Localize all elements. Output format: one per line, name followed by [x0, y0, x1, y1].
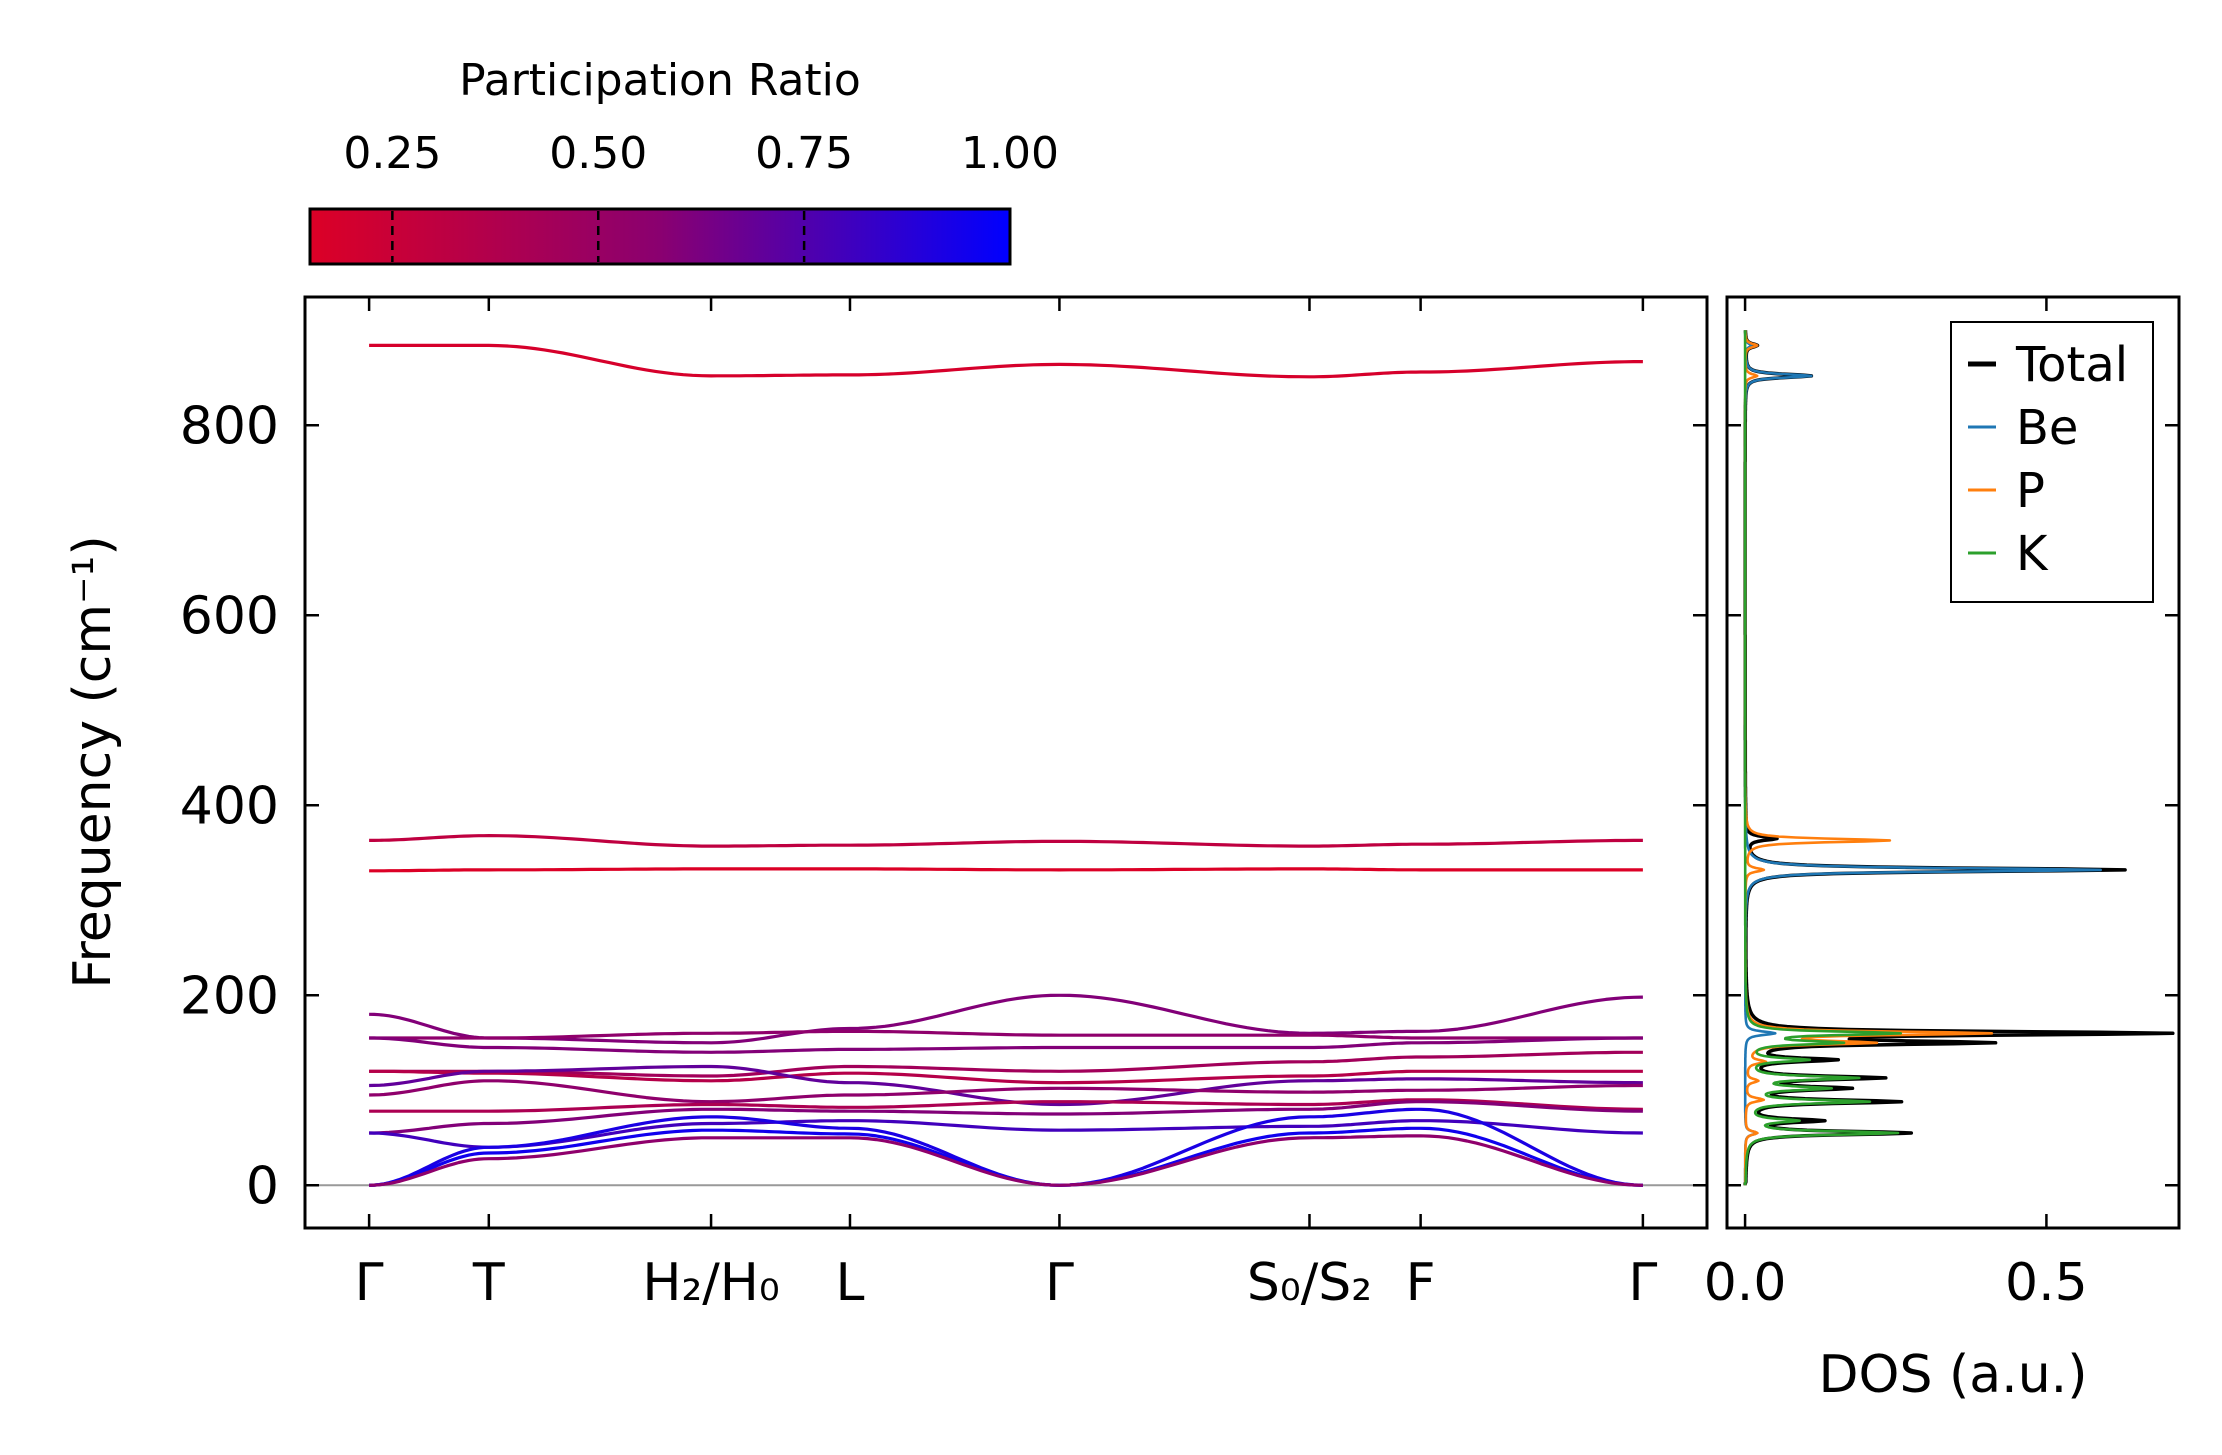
phonon-band-band-11: [369, 1036, 1643, 1054]
legend-label-total: Total: [2015, 337, 2128, 393]
colorbar-gradient: [308, 207, 1012, 266]
phonon-band-band-14: [369, 867, 1643, 873]
legend-frame: [1950, 321, 2154, 603]
colorbar: Participation Ratio 0.25 0.50 0.75 1.00: [308, 55, 1059, 266]
colorbar-tick-label: 0.25: [343, 128, 441, 179]
phonon-band-band-09: [369, 1069, 1643, 1085]
band-structure-panel: 0 200 400 600 800 Γ T H₂/H₀ L Γ S₀/S₂ F Γ Frequency …: [63, 295, 1709, 1313]
legend-label-be: Be: [2016, 400, 2078, 456]
x-tick-label: Γ: [1045, 1253, 1074, 1313]
phonon-band-band-07: [369, 1079, 1643, 1104]
x-tick-label: Γ: [1628, 1253, 1657, 1313]
y-tick-label: 800: [180, 396, 279, 456]
y-tick-label: 200: [180, 966, 279, 1026]
x-tick-label: Γ: [355, 1253, 384, 1313]
colorbar-title: Participation Ratio: [459, 55, 861, 106]
phonon-band-band-12: [369, 1029, 1643, 1040]
legend-label-k: K: [2016, 526, 2049, 582]
phonon-band-band-08: [369, 1064, 1643, 1107]
phonon-band-band-02: [369, 1126, 1643, 1187]
legend-label-p: P: [2016, 463, 2045, 519]
band-axes-frame: [303, 295, 1709, 1230]
dos-axes-frame: [1725, 295, 2181, 1230]
dos-x-tick-label: 0.0: [1704, 1253, 1787, 1313]
phonon-band-band-01: [369, 1134, 1643, 1187]
phonon-band-band-15: [369, 834, 1643, 848]
colorbar-tick-label: 1.00: [961, 128, 1059, 179]
x-tick-label: F: [1406, 1253, 1436, 1313]
y-tick-label: 0: [246, 1156, 279, 1216]
dos-x-tick-label: 0.5: [2005, 1253, 2088, 1313]
y-tick-label: 600: [180, 586, 279, 646]
x-tick-label: T: [472, 1253, 505, 1313]
y-tick-label: 400: [180, 776, 279, 836]
dos-axis-label: DOS (a.u.): [1819, 1345, 2088, 1405]
frequency-axis-label: Frequency (cm⁻¹): [63, 535, 123, 988]
dos-curve-k: [1743, 329, 1903, 1186]
phonon-band-band-16: [369, 343, 1643, 379]
x-tick-label: H₂/H₀: [642, 1253, 779, 1313]
dos-legend: Total Be PK: [1950, 321, 2154, 603]
phonon-band-band-03: [369, 1107, 1643, 1187]
colorbar-tick-label: 0.75: [755, 128, 853, 179]
x-tick-label: L: [835, 1253, 864, 1313]
colorbar-tick-label: 0.50: [549, 128, 647, 179]
frequency-axis-label-text: Frequency (cm⁻¹): [63, 535, 123, 988]
x-tick-label: S₀/S₂: [1247, 1253, 1372, 1313]
phonon-band-band-06: [369, 1098, 1643, 1113]
phonon-band-band-04: [369, 1119, 1643, 1149]
phonon-band-band-05: [369, 1100, 1643, 1135]
dos-panel: 0.0 0.5 DOS (a.u.) Total Be PK: [1704, 295, 2181, 1405]
